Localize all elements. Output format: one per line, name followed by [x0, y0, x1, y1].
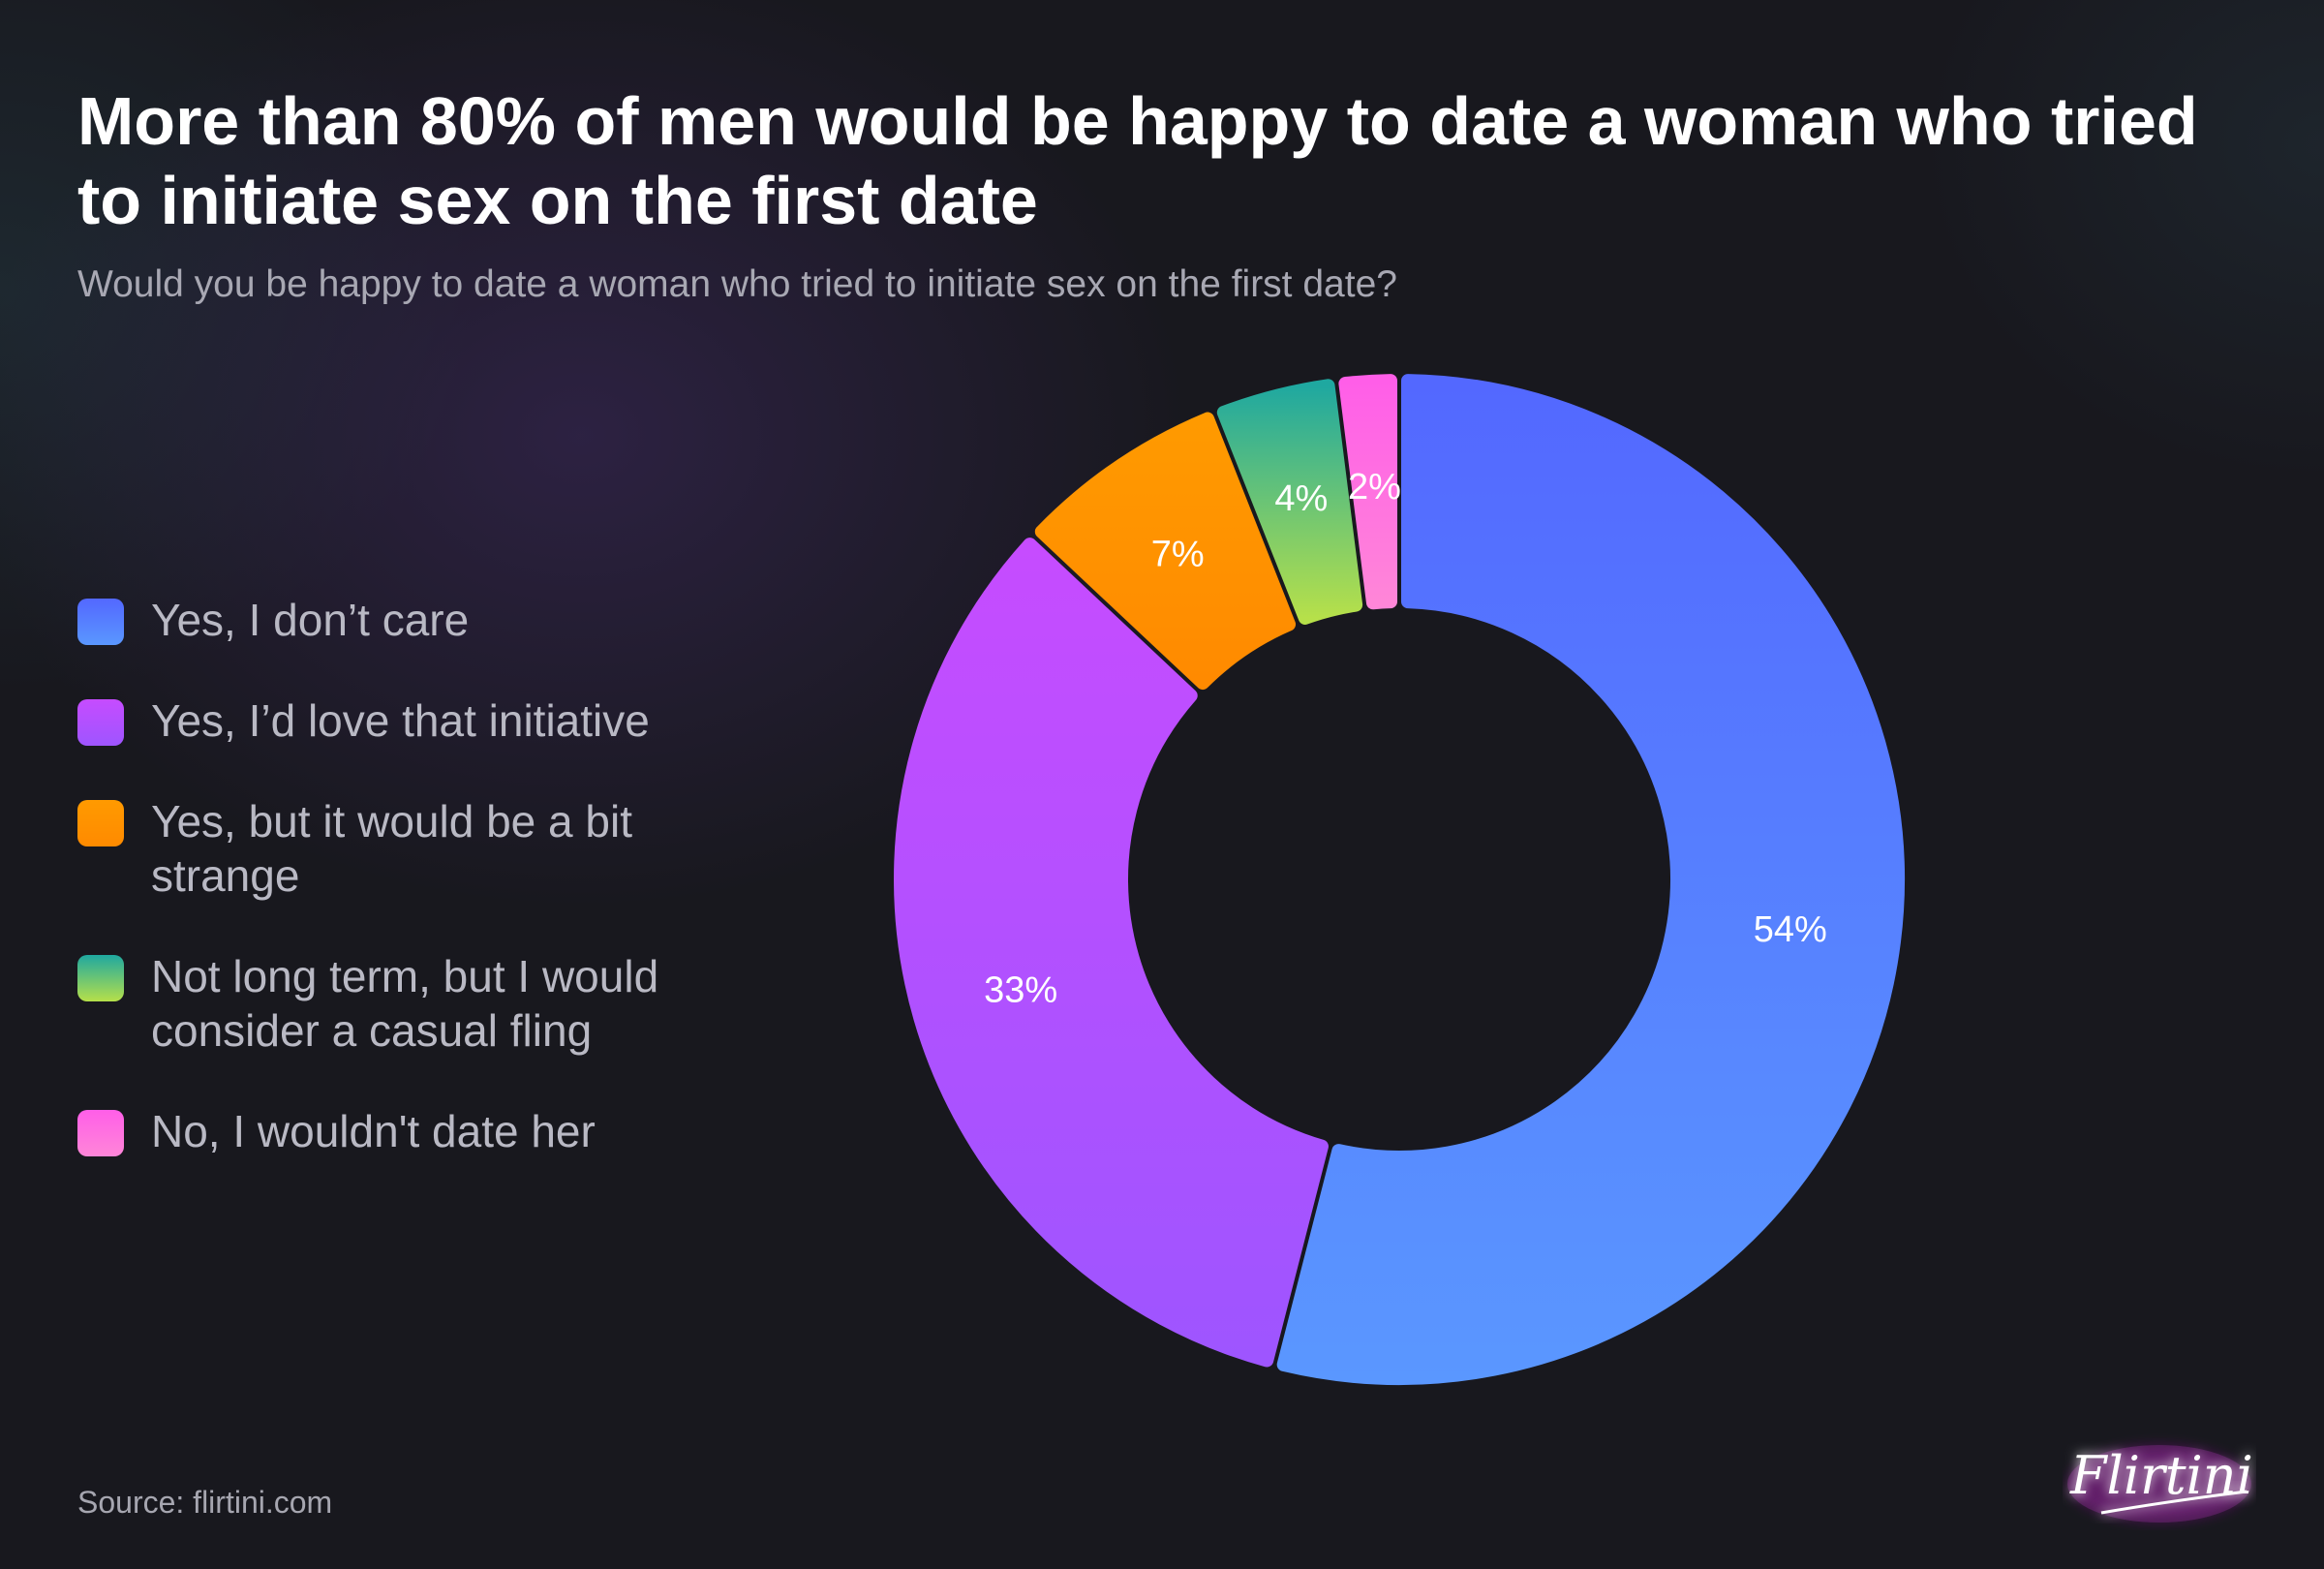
svg-text:Flirtini: Flirtini	[2069, 1445, 2253, 1506]
chart-title: More than 80% of men would be happy to d…	[77, 83, 2198, 238]
legend-label: No, I wouldn't date her	[151, 1106, 596, 1156]
legend: Yes, I don’t care Yes, I’d love that ini…	[77, 593, 755, 1158]
legend-item: Yes, but it would be a bit strange	[77, 794, 755, 903]
legend-label: Not long term, but I would consider a ca…	[151, 951, 659, 1056]
legend-label: Yes, I’d love that initiative	[151, 695, 650, 746]
data-label-no-wouldnt-date: 2%	[1348, 467, 1401, 508]
donut-slices	[894, 374, 1905, 1385]
legend-swatch	[77, 955, 124, 1001]
legend-item: Yes, I’d love that initiative	[77, 693, 755, 748]
legend-item: No, I wouldn't date her	[77, 1104, 755, 1158]
chart-subtitle: Would you be happy to date a woman who t…	[77, 263, 1397, 305]
legend-label: Yes, I don’t care	[151, 595, 470, 645]
legend-label: Yes, but it would be a bit strange	[151, 796, 632, 901]
data-label-casual-fling: 4%	[1274, 478, 1328, 519]
legend-swatch	[77, 1110, 124, 1156]
slice-yes-love-initiative	[894, 538, 1329, 1368]
data-label-yes-dont-care: 54%	[1754, 909, 1827, 950]
slice-casual-fling	[1216, 379, 1363, 625]
data-label-yes-bit-strange: 7%	[1151, 534, 1205, 574]
legend-item: Yes, I don’t care	[77, 593, 755, 647]
slice-no-wouldnt-date	[1338, 374, 1397, 610]
legend-swatch	[77, 599, 124, 645]
source-note: Source: flirtini.com	[77, 1485, 333, 1520]
slice-yes-dont-care	[1276, 374, 1905, 1385]
legend-item: Not long term, but I would consider a ca…	[77, 949, 755, 1058]
legend-swatch	[77, 699, 124, 746]
legend-swatch	[77, 800, 124, 846]
donut-labels: 54% 33% 7% 4% 2%	[984, 467, 1827, 1011]
data-label-yes-love-initiative: 33%	[984, 970, 1057, 1011]
flirtini-logo: Flirtini	[2067, 1445, 2253, 1523]
slice-yes-bit-strange	[1034, 412, 1297, 691]
